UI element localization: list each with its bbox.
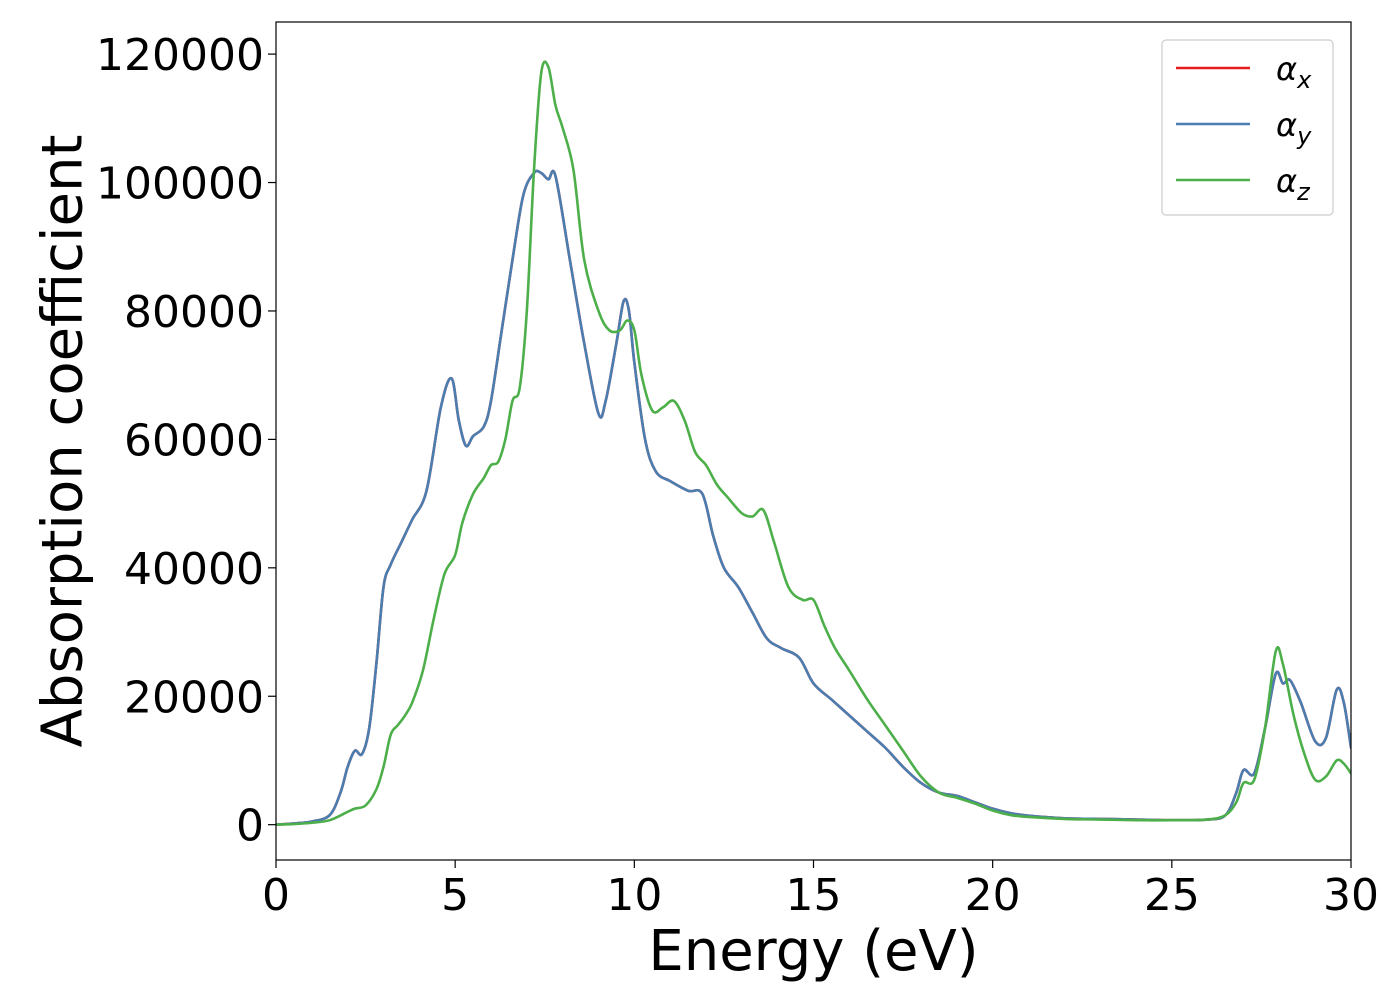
x-tick-label: 5 xyxy=(441,870,469,921)
legend-symbol: α xyxy=(1276,50,1297,88)
x-axis-title: Energy (eV) xyxy=(648,919,978,984)
y-tick-label: 20000 xyxy=(124,672,264,723)
legend-subscript: x xyxy=(1296,66,1312,94)
y-axis-title: Absorption coefficient xyxy=(31,135,96,748)
ticks-layer: 0 5 10 15 20 25 30 0 20000 40000 60000 80000 100000 1… xyxy=(96,30,1379,921)
series-line-z xyxy=(276,60,1351,826)
x-tick-label: 25 xyxy=(1144,870,1200,921)
legend-subscript: z xyxy=(1296,178,1311,206)
y-tick-label: 0 xyxy=(236,801,264,852)
legend-subscript: y xyxy=(1296,122,1312,150)
legend-label-z: αz xyxy=(1276,162,1311,206)
y-tick-label: 80000 xyxy=(124,287,264,338)
y-tick-label: 60000 xyxy=(124,415,264,466)
legend-symbol: α xyxy=(1276,106,1297,144)
series-layer xyxy=(276,60,1351,826)
legend-label-y: αy xyxy=(1276,106,1312,150)
y-tick-label: 120000 xyxy=(96,30,264,81)
x-tick-label: 30 xyxy=(1323,870,1379,921)
y-tick-label: 100000 xyxy=(96,159,264,210)
legend-label-x: αx xyxy=(1276,50,1312,94)
x-tick-label: 15 xyxy=(786,870,842,921)
x-tick-label: 10 xyxy=(606,870,662,921)
y-tick-label: 40000 xyxy=(124,544,264,595)
legend-symbol: α xyxy=(1276,162,1297,200)
legend-box xyxy=(1161,39,1334,216)
x-tick-label: 20 xyxy=(965,870,1021,921)
x-tick-label: 0 xyxy=(262,870,290,921)
